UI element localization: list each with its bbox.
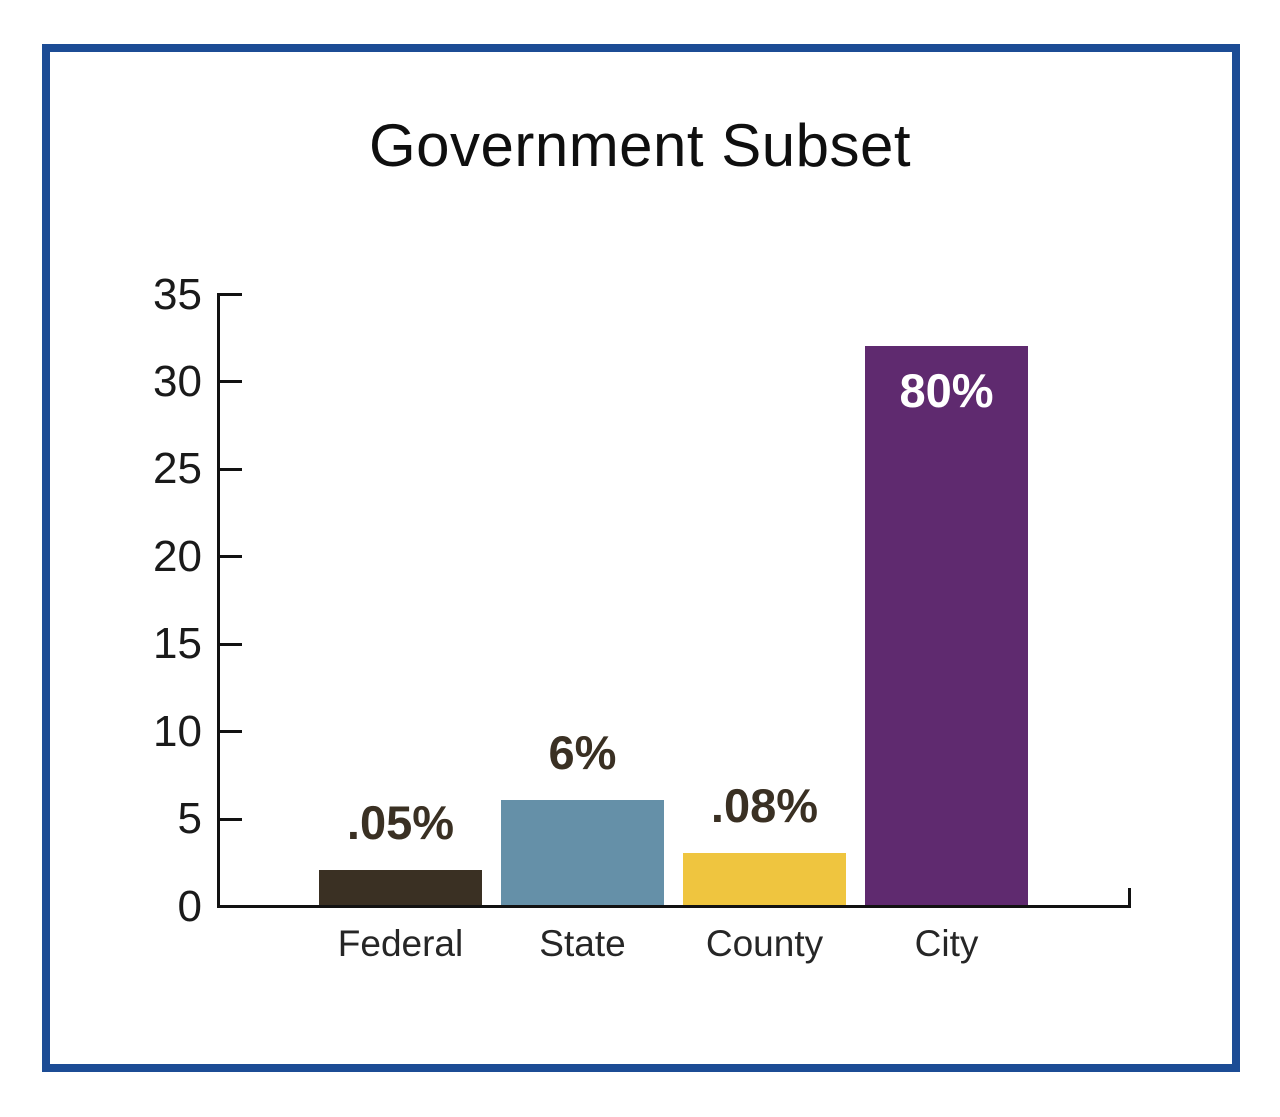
y-tick-label-30: 30	[153, 356, 202, 406]
bar-value-label-state: 6%	[548, 726, 617, 780]
bar-value-label-city: 80%	[899, 363, 994, 417]
y-tick-mark-25	[220, 467, 242, 471]
y-tick-label-5: 5	[177, 794, 202, 844]
x-axis-line	[217, 905, 1131, 908]
y-tick-label-25: 25	[153, 444, 202, 494]
y-tick-label-20: 20	[153, 531, 202, 581]
x-axis-label-state: State	[539, 923, 626, 964]
bar-value-label-county: .08%	[710, 778, 819, 832]
bar-value-label-federal: .05%	[346, 796, 455, 849]
y-tick-mark-30	[220, 380, 242, 384]
x-axis-end-tick	[1128, 888, 1131, 905]
x-axis-label-city: City	[914, 923, 979, 964]
y-axis-line	[217, 293, 220, 908]
chart-title: Government Subset	[368, 112, 912, 179]
x-axis-label-federal: Federal	[337, 923, 464, 964]
bar-city	[865, 345, 1028, 905]
y-tick-label-35: 35	[153, 269, 202, 319]
y-tick-mark-5	[220, 817, 242, 821]
bar-state	[501, 800, 664, 905]
y-tick-mark-15	[220, 642, 242, 646]
x-axis-label-county: County	[705, 923, 824, 964]
y-tick-mark-10	[220, 730, 242, 734]
y-tick-mark-20	[220, 555, 242, 559]
bar-county	[683, 852, 846, 905]
y-tick-label-0: 0	[177, 881, 202, 931]
bar-federal	[319, 870, 482, 905]
y-tick-label-15: 15	[153, 619, 202, 669]
y-tick-mark-35	[220, 293, 242, 296]
y-tick-label-10: 10	[153, 706, 202, 756]
